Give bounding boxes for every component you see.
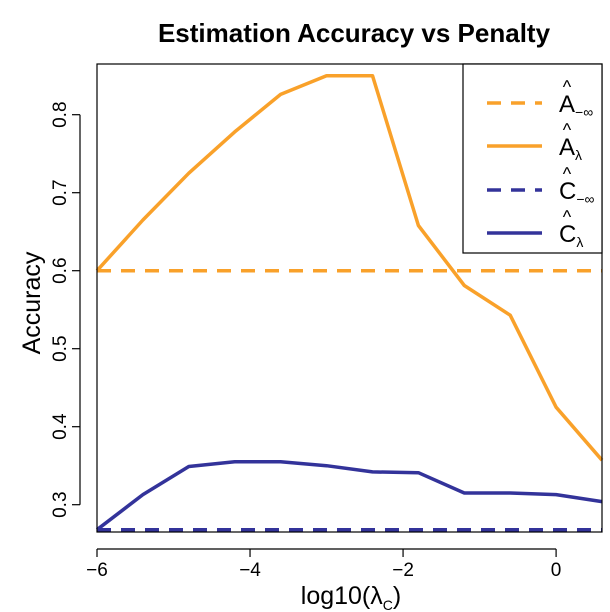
y-tick-label: 0.6 xyxy=(50,257,71,283)
plot-area xyxy=(95,73,604,532)
x-tick-label: −2 xyxy=(392,560,414,581)
y-tick-label: 0.7 xyxy=(50,179,71,205)
y-tick-label: 0.8 xyxy=(50,101,71,127)
legend-hat: ^ xyxy=(563,120,572,140)
series-line-2 xyxy=(95,73,604,462)
y-tick-label: 0.3 xyxy=(50,491,71,517)
legend-label-4: Cλ xyxy=(559,221,583,250)
y-tick-label: 0.4 xyxy=(50,413,71,440)
x-axis-label: log10(λC) xyxy=(301,582,401,612)
legend-hat: ^ xyxy=(563,164,572,184)
y-tick-label: 0.5 xyxy=(50,335,71,361)
x-tick-label: −6 xyxy=(86,560,108,581)
y-axis-label: Accuracy xyxy=(18,251,46,354)
legend-label-3: C−∞ xyxy=(559,178,595,207)
series-line-4 xyxy=(95,460,603,532)
legend-hat: ^ xyxy=(563,207,572,227)
legend-box xyxy=(462,63,603,254)
legend-label-2: Aλ xyxy=(559,134,582,163)
legend: ^A−∞^Aλ^C−∞^Cλ xyxy=(462,63,603,254)
chart-title: Estimation Accuracy vs Penalty xyxy=(158,18,551,48)
legend-label-1: A−∞ xyxy=(559,91,593,120)
x-tick-label: 0 xyxy=(551,560,562,581)
plot-frame xyxy=(96,63,603,533)
axes: −6 −4 −2 0 0.3 0.4 0.5 0.6 0.7 0.8 xyxy=(50,63,603,581)
legend-hat: ^ xyxy=(563,77,572,97)
x-tick-label: −4 xyxy=(239,560,261,581)
